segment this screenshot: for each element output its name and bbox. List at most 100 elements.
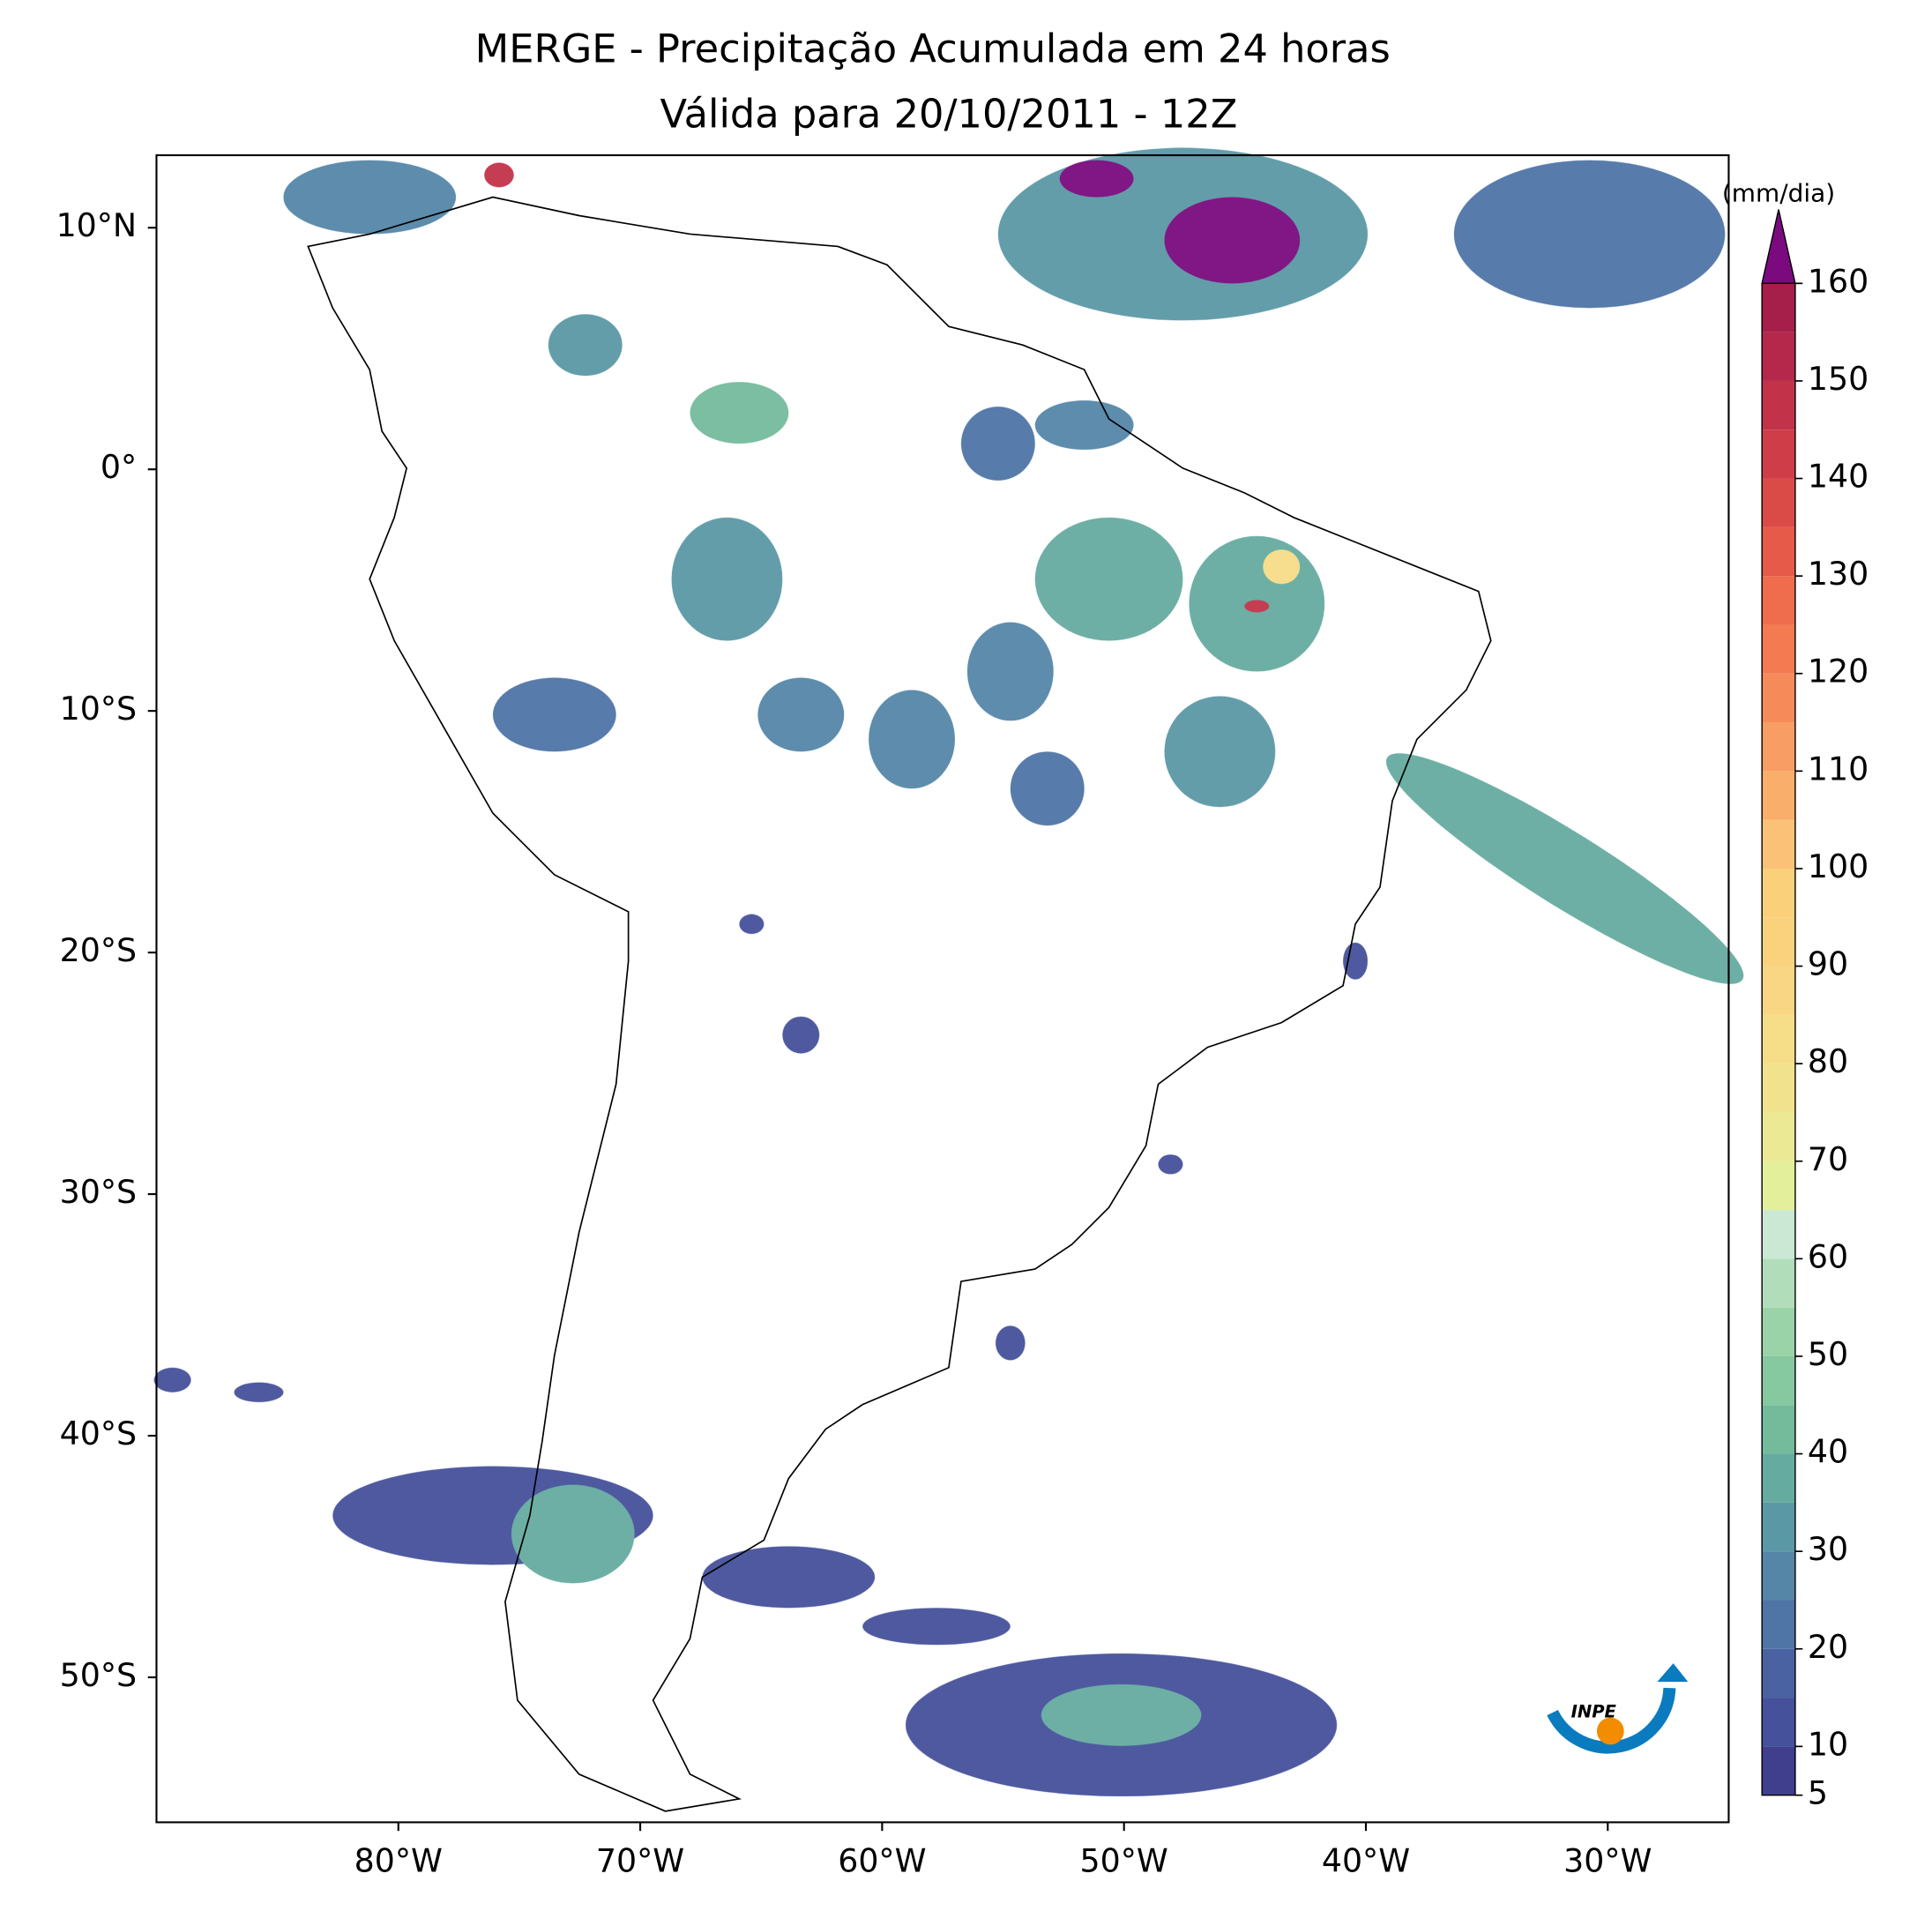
colorbar-band bbox=[1762, 722, 1795, 772]
logo: INPE bbox=[1547, 1663, 1689, 1754]
colorbar-band bbox=[1762, 966, 1795, 1015]
colorbar-band bbox=[1762, 1698, 1795, 1747]
colorbar-band bbox=[1762, 624, 1795, 674]
colorbar-tick-label: 110 bbox=[1808, 750, 1869, 788]
colorbar-tick-label: 120 bbox=[1808, 653, 1869, 690]
rain-area bbox=[1385, 753, 1744, 984]
rain-area bbox=[1263, 549, 1301, 585]
rain-area bbox=[757, 677, 845, 752]
rain-area bbox=[1034, 517, 1183, 641]
colorbar-band bbox=[1762, 576, 1795, 625]
colorbar-band bbox=[1762, 332, 1795, 381]
colorbar-band bbox=[1762, 1258, 1795, 1308]
rain-area bbox=[492, 677, 616, 752]
colorbar-tick-label: 160 bbox=[1808, 262, 1869, 300]
colorbar-tick-label: 50 bbox=[1808, 1335, 1848, 1373]
y-tick-label: 10°S bbox=[60, 690, 137, 728]
colorbar-band bbox=[1762, 673, 1795, 723]
colorbar-band bbox=[1762, 1112, 1795, 1161]
y-tick-label: 40°S bbox=[60, 1415, 137, 1452]
colorbar-band bbox=[1762, 526, 1795, 577]
rain-area bbox=[1041, 1683, 1202, 1746]
rain-area bbox=[869, 690, 955, 789]
logo-text: INPE bbox=[1571, 1702, 1617, 1722]
colorbar-tick-label: 80 bbox=[1808, 1042, 1848, 1080]
precipitation-field bbox=[153, 147, 1744, 1797]
rain-area bbox=[782, 1016, 820, 1054]
colorbar-band bbox=[1762, 1551, 1795, 1601]
colorbar-tick-label: 70 bbox=[1808, 1140, 1848, 1178]
rain-area bbox=[862, 1608, 1011, 1646]
colorbar-band bbox=[1762, 1502, 1795, 1552]
colorbar-tick-label: 100 bbox=[1808, 847, 1869, 885]
rain-area bbox=[671, 517, 783, 641]
y-tick-label: 30°S bbox=[60, 1173, 137, 1211]
colorbar-label: (mm/dia) bbox=[1722, 179, 1835, 208]
chart-subtitle: Válida para 20/10/2011 - 12Z bbox=[660, 91, 1238, 138]
colorbar-band bbox=[1762, 1014, 1795, 1064]
rain-area bbox=[690, 382, 789, 444]
chart-title: MERGE - Precipitação Acumulada em 24 hor… bbox=[475, 26, 1391, 72]
rain-area bbox=[1343, 942, 1369, 980]
rain-area bbox=[511, 1484, 635, 1584]
x-tick-label: 30°W bbox=[1563, 1842, 1652, 1880]
rain-area bbox=[739, 914, 765, 935]
colorbar-band bbox=[1762, 1648, 1795, 1698]
colorbar-tick-label: 90 bbox=[1808, 945, 1848, 983]
y-tick-label: 10°N bbox=[56, 206, 138, 244]
rain-area bbox=[702, 1546, 876, 1609]
rain-area bbox=[153, 1367, 191, 1392]
x-tick-label: 40°W bbox=[1322, 1842, 1410, 1880]
logo-dot bbox=[1596, 1717, 1624, 1745]
colorbar-band bbox=[1762, 1064, 1795, 1113]
colorbar-band bbox=[1762, 1161, 1795, 1211]
y-tick-label: 50°S bbox=[60, 1656, 137, 1694]
y-tick-label: 20°S bbox=[60, 931, 137, 969]
rain-area bbox=[234, 1382, 284, 1402]
colorbar-band bbox=[1762, 771, 1795, 820]
colorbar-tick-label: 30 bbox=[1808, 1530, 1848, 1568]
colorbar-band bbox=[1762, 868, 1795, 918]
colorbar-band bbox=[1762, 1600, 1795, 1649]
colorbar-band bbox=[1762, 1355, 1795, 1406]
x-tick-label: 70°W bbox=[596, 1842, 684, 1880]
rain-area bbox=[484, 162, 514, 188]
x-tick-label: 50°W bbox=[1080, 1842, 1168, 1880]
colorbar-frame bbox=[1761, 282, 1796, 1796]
colorbar-tick-label: 140 bbox=[1808, 458, 1869, 496]
colorbar-extend bbox=[1761, 209, 1796, 285]
logo-arrow bbox=[1657, 1663, 1689, 1683]
y-tick-label: 0° bbox=[101, 448, 137, 486]
x-tick-label: 80°W bbox=[354, 1842, 443, 1880]
colorbar-band bbox=[1762, 1746, 1795, 1795]
colorbar-tick-label: 20 bbox=[1808, 1628, 1848, 1666]
x-tick-label: 60°W bbox=[838, 1842, 926, 1880]
colorbar-band bbox=[1762, 1210, 1795, 1259]
rain-area bbox=[1158, 1154, 1183, 1175]
colorbar-band bbox=[1762, 380, 1795, 430]
colorbar-band bbox=[1762, 429, 1795, 479]
colorbar-tick-label: 40 bbox=[1808, 1433, 1848, 1471]
map-frame bbox=[155, 153, 1730, 1824]
colorbar-tick-label: 130 bbox=[1808, 555, 1869, 593]
colorbar-tick-label: 60 bbox=[1808, 1237, 1848, 1275]
rain-area bbox=[1164, 197, 1301, 284]
rain-area bbox=[960, 407, 1035, 481]
rain-area bbox=[966, 622, 1054, 721]
colorbar-band bbox=[1762, 478, 1795, 527]
colorbar-band bbox=[1762, 1307, 1795, 1356]
colorbar-band bbox=[1762, 1405, 1795, 1454]
rain-area bbox=[1164, 696, 1276, 808]
colorbar-band bbox=[1762, 819, 1795, 869]
rain-area bbox=[1244, 600, 1270, 613]
colorbar-band bbox=[1762, 1453, 1795, 1503]
coastline bbox=[307, 196, 1492, 1812]
rain-area bbox=[1034, 400, 1134, 450]
colorbar-band bbox=[1762, 917, 1795, 967]
colorbar-tick-label: 5 bbox=[1808, 1774, 1828, 1812]
logo-arc bbox=[1547, 1687, 1676, 1754]
rain-area bbox=[1059, 160, 1134, 198]
colorbar-band bbox=[1762, 283, 1795, 332]
